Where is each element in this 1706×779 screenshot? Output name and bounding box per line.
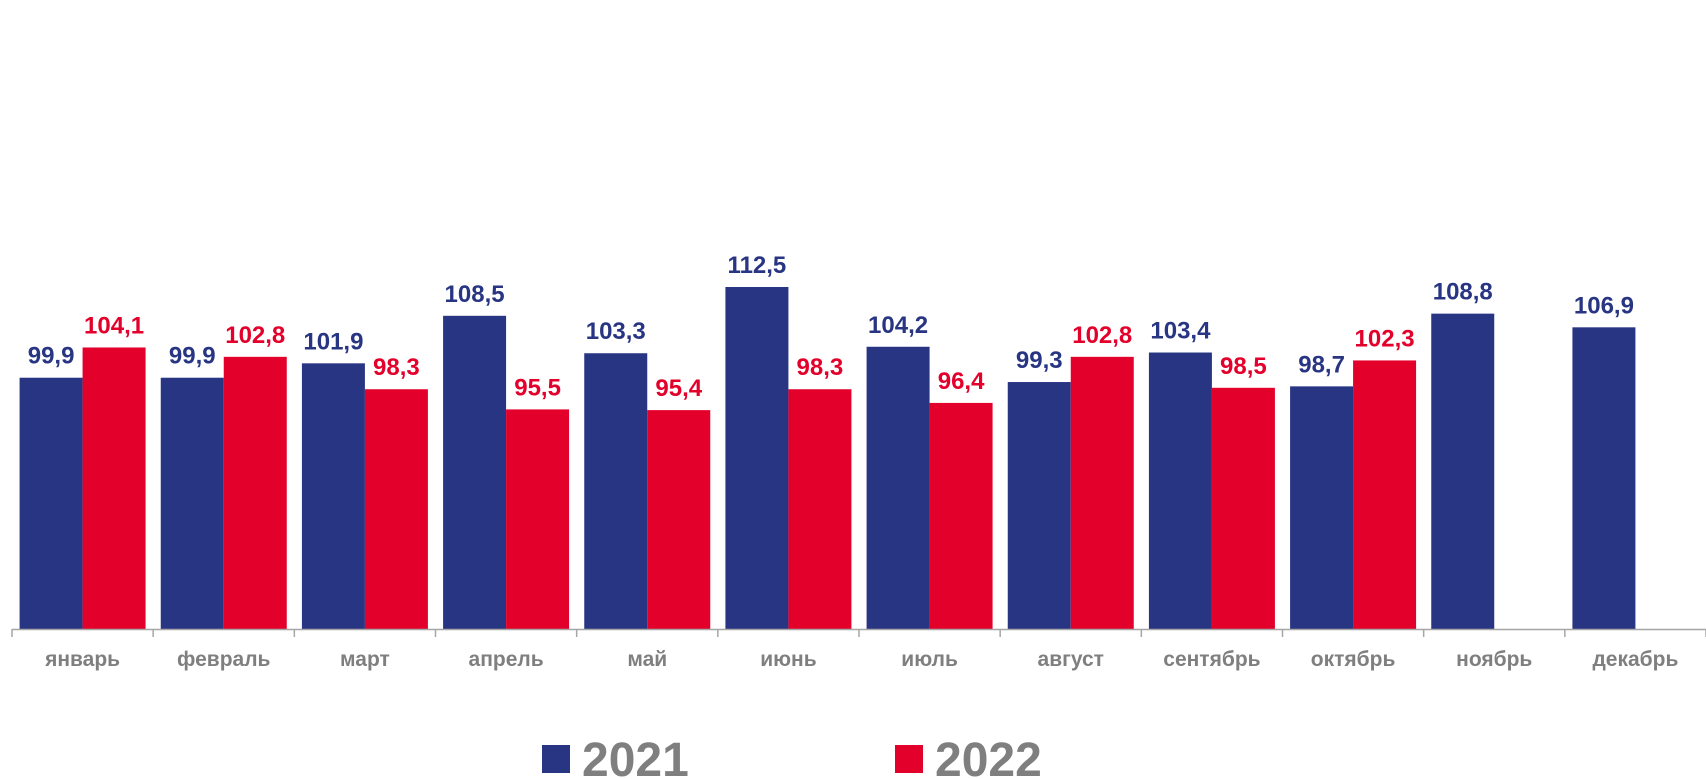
bar-2022-4 bbox=[506, 409, 570, 629]
value-label-2021-6: 112,5 bbox=[728, 252, 787, 279]
value-label-2021-10: 98,7 bbox=[1298, 351, 1345, 378]
x-tick-label: август bbox=[1038, 648, 1104, 671]
labels-layer: 99,9 104,1 99,9 102,8 101,9 98,3 108,5 95,5 103,… bbox=[28, 252, 1634, 402]
x-tick-label: февраль bbox=[177, 648, 271, 671]
value-label-2022-6: 98,3 bbox=[797, 354, 844, 381]
value-label-2022-5: 95,4 bbox=[655, 375, 702, 402]
legend-label-2021: 2021 bbox=[582, 734, 689, 779]
x-tick-label: июль bbox=[901, 648, 958, 671]
value-label-2021-11: 108,8 bbox=[1433, 279, 1493, 306]
value-label-2021-8: 99,3 bbox=[1016, 347, 1063, 374]
bar-2022-10 bbox=[1353, 360, 1417, 629]
x-tick-label: март bbox=[340, 648, 390, 671]
bar-2021-6 bbox=[725, 287, 789, 629]
bar-2022-2 bbox=[223, 356, 287, 629]
legend-label-2022: 2022 bbox=[935, 734, 1042, 779]
legend-swatch-2021 bbox=[542, 745, 570, 773]
x-tick-label: июнь bbox=[760, 648, 817, 671]
bar-2021-9 bbox=[1148, 352, 1212, 629]
x-tick-label: ноябрь bbox=[1456, 648, 1532, 671]
bar-2022-1 bbox=[82, 347, 146, 629]
bar-2022-5 bbox=[647, 410, 711, 629]
value-label-2021-7: 104,2 bbox=[868, 312, 928, 339]
legend-swatch-2022 bbox=[895, 745, 923, 773]
bar-2022-3 bbox=[364, 389, 428, 629]
bar-2022-8 bbox=[1070, 356, 1134, 629]
bar-2022-7 bbox=[929, 402, 993, 629]
bar-2021-2 bbox=[160, 377, 224, 629]
x-tick-label: октябрь bbox=[1311, 648, 1396, 671]
value-label-2022-4: 95,5 bbox=[514, 374, 561, 401]
bar-2021-12 bbox=[1572, 327, 1636, 629]
value-label-2021-4: 108,5 bbox=[445, 281, 505, 308]
legend: 2021 2022 bbox=[542, 734, 1042, 779]
x-tick-label: декабрь bbox=[1592, 648, 1678, 671]
bar-2022-6 bbox=[788, 389, 852, 629]
bar-2021-4 bbox=[443, 315, 507, 629]
value-label-2022-2: 102,8 bbox=[225, 322, 285, 349]
value-label-2022-9: 98,5 bbox=[1220, 353, 1267, 380]
bar-2021-10 bbox=[1290, 386, 1354, 629]
bar-2021-3 bbox=[301, 363, 365, 629]
bar-2021-1 bbox=[19, 377, 83, 629]
value-label-2022-1: 104,1 bbox=[84, 312, 144, 339]
bar-2022-9 bbox=[1211, 387, 1275, 629]
value-label-2021-1: 99,9 bbox=[28, 343, 75, 370]
value-label-2021-3: 101,9 bbox=[303, 328, 363, 355]
bars-layer bbox=[19, 287, 1636, 629]
x-tick-label: сентябрь bbox=[1163, 648, 1260, 671]
x-axis: январь февраль март апрель май июнь июль август… bbox=[11, 628, 1706, 671]
x-tick-label: январь bbox=[44, 648, 120, 671]
value-label-2022-8: 102,8 bbox=[1072, 322, 1132, 349]
value-label-2021-5: 103,3 bbox=[586, 318, 646, 345]
value-label-2021-9: 103,4 bbox=[1150, 318, 1211, 345]
value-label-2021-12: 106,9 bbox=[1574, 292, 1634, 319]
x-tick-label: апрель bbox=[469, 648, 544, 671]
value-label-2022-3: 98,3 bbox=[373, 354, 420, 381]
bar-2021-8 bbox=[1007, 382, 1071, 629]
bar-2021-11 bbox=[1431, 313, 1495, 629]
x-tick-label: май bbox=[627, 648, 667, 671]
value-label-2022-7: 96,4 bbox=[938, 368, 985, 395]
bar-2021-7 bbox=[866, 346, 930, 629]
value-label-2021-2: 99,9 bbox=[169, 343, 216, 370]
value-label-2022-10: 102,3 bbox=[1355, 325, 1415, 352]
bar-2021-5 bbox=[584, 353, 648, 629]
